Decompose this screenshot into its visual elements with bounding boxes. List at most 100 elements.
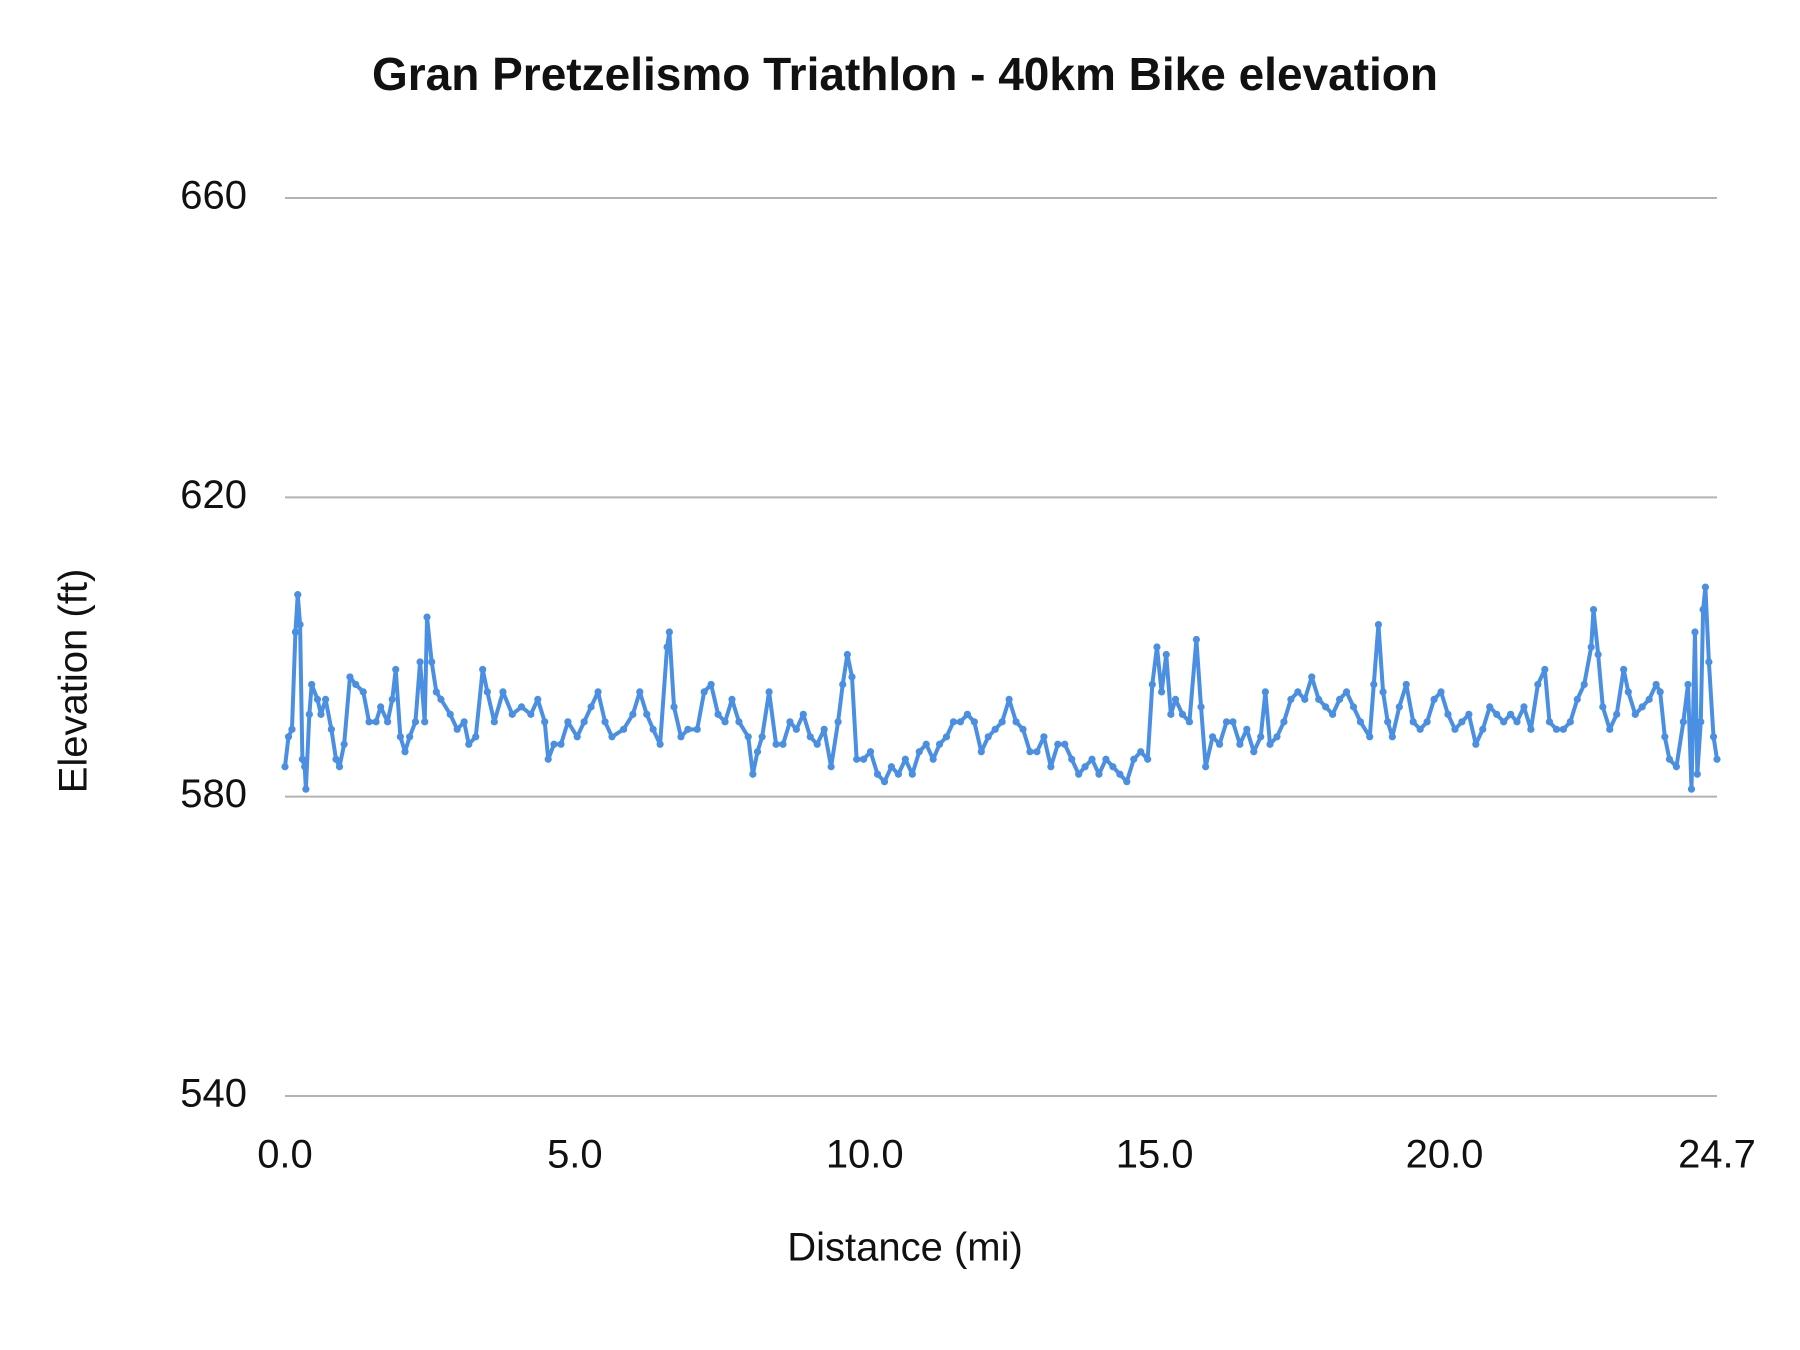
data-point — [1019, 725, 1027, 733]
data-point — [887, 763, 896, 771]
data-point — [1679, 718, 1687, 726]
data-point — [963, 710, 971, 718]
x-tick-label: 5.0 — [547, 1133, 603, 1177]
data-point — [1709, 733, 1718, 741]
y-tick-label: 580 — [180, 772, 247, 816]
data-point — [1693, 770, 1701, 778]
data-point — [301, 763, 309, 771]
data-point — [1665, 755, 1674, 763]
data-point — [1638, 703, 1646, 711]
data-point — [721, 718, 729, 726]
data-point — [1229, 718, 1237, 726]
data-point — [1197, 703, 1205, 711]
data-point — [735, 718, 743, 726]
data-point — [806, 733, 814, 741]
data-point — [991, 725, 999, 733]
data-point — [1162, 650, 1170, 659]
data-point — [1701, 583, 1710, 591]
data-point — [1713, 755, 1721, 763]
data-point — [665, 628, 673, 636]
data-point — [684, 725, 692, 733]
data-point — [1416, 725, 1424, 733]
data-point — [915, 748, 923, 756]
data-point — [564, 718, 572, 726]
data-point — [649, 725, 657, 733]
data-point — [619, 725, 628, 733]
data-point — [1335, 695, 1344, 703]
y-tick-label: 620 — [180, 473, 247, 517]
data-point — [894, 770, 902, 778]
data-point — [423, 613, 431, 621]
data-point — [1157, 688, 1166, 696]
data-point — [1493, 710, 1501, 718]
data-point — [1599, 703, 1607, 711]
data-point — [1513, 718, 1521, 726]
data-point — [977, 748, 985, 756]
data-point — [1624, 688, 1632, 696]
data-point — [772, 740, 780, 748]
data-point — [1552, 725, 1561, 733]
data-point — [332, 755, 340, 763]
data-point — [1594, 650, 1602, 659]
data-point — [416, 658, 424, 666]
data-point — [601, 718, 609, 726]
data-point — [1388, 733, 1396, 741]
data-point — [1095, 770, 1103, 778]
data-point — [573, 733, 581, 741]
data-point — [1631, 710, 1639, 718]
data-point — [1402, 680, 1410, 689]
data-point — [873, 770, 882, 778]
data-point — [1507, 710, 1515, 718]
data-point — [929, 755, 937, 763]
data-point — [1370, 680, 1378, 689]
data-point — [517, 703, 526, 711]
x-tick-label: 24.7 — [1678, 1133, 1756, 1177]
data-point — [284, 733, 293, 741]
data-point — [1500, 718, 1508, 726]
data-point — [544, 755, 552, 763]
data-point — [834, 718, 842, 726]
data-point — [527, 710, 535, 718]
data-point — [1171, 695, 1180, 703]
data-point — [392, 665, 400, 674]
data-point — [998, 718, 1006, 726]
data-point — [866, 748, 875, 756]
data-point — [1137, 748, 1145, 756]
data-point — [670, 703, 678, 711]
data-point — [1273, 733, 1281, 741]
data-point — [1266, 740, 1274, 748]
data-point — [700, 688, 708, 696]
data-point — [1566, 718, 1574, 726]
data-point — [384, 718, 392, 726]
x-tick-label: 10.0 — [826, 1133, 904, 1177]
data-point — [643, 710, 651, 718]
data-point — [305, 710, 313, 718]
data-point — [753, 748, 762, 756]
data-point — [827, 763, 835, 771]
data-point — [302, 785, 310, 793]
data-point — [859, 755, 868, 763]
data-point — [608, 733, 616, 741]
data-point — [580, 718, 588, 726]
data-point — [1589, 605, 1598, 614]
data-point — [792, 725, 800, 733]
data-point — [1437, 688, 1445, 696]
data-point — [908, 770, 916, 778]
data-point — [1130, 755, 1138, 763]
data-point — [1652, 680, 1660, 689]
data-point — [1081, 763, 1089, 771]
data-point — [956, 718, 965, 726]
data-point — [1672, 763, 1681, 771]
data-point — [1308, 673, 1316, 681]
data-point — [1148, 680, 1156, 689]
data-point — [786, 718, 794, 726]
data-point — [677, 733, 685, 741]
data-point — [1384, 718, 1392, 726]
chart-title: Gran Pretzelismo Triathlon - 40km Bike e… — [372, 48, 1438, 100]
data-point — [1409, 718, 1417, 726]
data-point — [421, 718, 429, 726]
data-point — [291, 628, 300, 636]
data-point — [728, 695, 736, 703]
data-point — [1458, 718, 1466, 726]
data-point — [1215, 740, 1224, 748]
